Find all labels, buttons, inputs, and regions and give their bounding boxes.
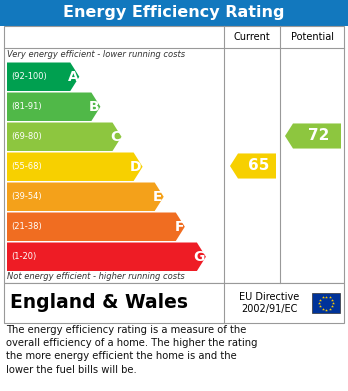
Text: (69-80): (69-80) [11, 132, 42, 141]
Text: Current: Current [234, 32, 270, 42]
Text: (55-68): (55-68) [11, 162, 42, 171]
Text: Not energy efficient - higher running costs: Not energy efficient - higher running co… [7, 272, 185, 281]
Polygon shape [7, 122, 121, 151]
Text: (1-20): (1-20) [11, 252, 36, 261]
Text: E: E [153, 190, 163, 204]
Text: A: A [68, 70, 78, 84]
Text: 65: 65 [248, 158, 270, 174]
Text: Potential: Potential [291, 32, 333, 42]
Text: F: F [174, 220, 184, 234]
Polygon shape [7, 93, 101, 121]
Text: (39-54): (39-54) [11, 192, 42, 201]
Bar [4, 26, 344, 283]
Polygon shape [285, 124, 341, 149]
Text: G: G [193, 250, 205, 264]
Polygon shape [7, 212, 185, 241]
Text: EU Directive
2002/91/EC: EU Directive 2002/91/EC [239, 292, 300, 314]
Bar [312, 293, 340, 313]
Text: The energy efficiency rating is a measure of the
overall efficiency of a home. T: The energy efficiency rating is a measur… [6, 325, 258, 375]
Text: (92-100): (92-100) [11, 72, 47, 81]
Text: Very energy efficient - lower running costs: Very energy efficient - lower running co… [7, 50, 185, 59]
Text: Energy Efficiency Rating: Energy Efficiency Rating [63, 5, 285, 20]
Polygon shape [230, 153, 276, 179]
Text: C: C [110, 130, 120, 144]
Polygon shape [7, 152, 143, 181]
Text: D: D [130, 160, 142, 174]
Polygon shape [7, 183, 164, 211]
Text: (81-91): (81-91) [11, 102, 42, 111]
Text: England & Wales: England & Wales [10, 294, 188, 312]
Text: B: B [89, 100, 100, 114]
Polygon shape [7, 63, 79, 91]
Text: 72: 72 [308, 129, 330, 143]
Bar [4, 283, 344, 323]
Polygon shape [7, 242, 206, 271]
Text: (21-38): (21-38) [11, 222, 42, 231]
Bar [0, 0, 348, 26]
